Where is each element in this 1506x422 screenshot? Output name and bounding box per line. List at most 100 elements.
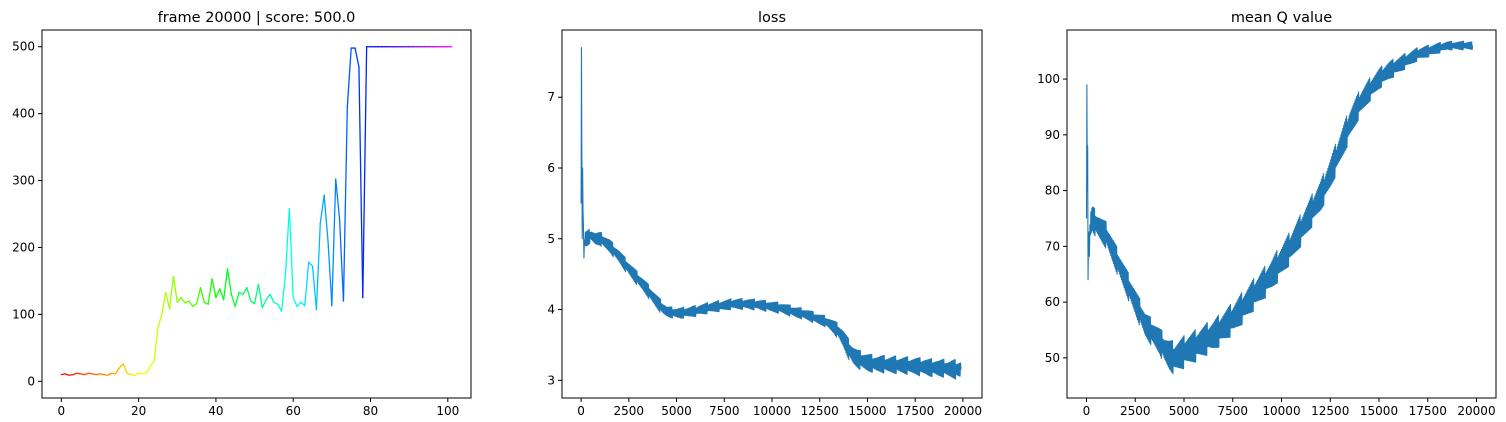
score-line-segment xyxy=(315,222,321,311)
loss-series-line xyxy=(580,47,962,380)
score-line-segment xyxy=(87,372,93,375)
score-line-segment xyxy=(126,372,132,376)
score-line-segment xyxy=(203,301,209,305)
score-line-segment xyxy=(122,363,128,374)
score-line-segment xyxy=(304,261,310,307)
loss-x-tick-label: 2500 xyxy=(614,404,645,418)
score-y-tick-label: 300 xyxy=(12,174,35,188)
mean-q-x-tick-label: 20000 xyxy=(1457,404,1495,418)
score-x-tick-label: 80 xyxy=(363,404,378,418)
loss-x-tick-label: 7500 xyxy=(709,404,740,418)
score-line-segment xyxy=(145,365,151,374)
loss-x-tick-label: 10000 xyxy=(753,404,791,418)
score-line-segment xyxy=(110,372,117,375)
score-line-segment xyxy=(288,207,294,299)
mean-q-x-tick-label: 17500 xyxy=(1409,404,1447,418)
mean-q-x-tick-label: 15000 xyxy=(1360,404,1398,418)
score-y-tick-label: 500 xyxy=(12,40,35,54)
score-line-segment xyxy=(118,363,124,369)
score-x-tick-label: 100 xyxy=(436,404,459,418)
score-line-segment xyxy=(323,194,329,242)
score-x-tick-label: 60 xyxy=(286,404,301,418)
loss-y-tick-label: 5 xyxy=(547,232,555,246)
score-line-segment xyxy=(292,296,298,307)
score-line-segment xyxy=(342,106,348,302)
score-line-segment xyxy=(358,66,364,299)
mean-q-y-tick-label: 50 xyxy=(1045,351,1060,365)
score-y-tick-label: 100 xyxy=(12,307,35,321)
score-line-segment xyxy=(79,373,86,376)
score-line-segment xyxy=(157,313,163,329)
loss-x-tick-label: 17500 xyxy=(896,404,934,418)
score-x-tick-label: 40 xyxy=(208,404,223,418)
loss-x-tick-label: 0 xyxy=(577,404,585,418)
score-line-segment xyxy=(331,178,337,307)
score-panel: frame 20000 | score: 500.0 0 20 40 60 80 100 0 1… xyxy=(12,10,472,418)
loss-x-tick-label: 12500 xyxy=(801,404,839,418)
mean-q-chart-title: mean Q value xyxy=(1231,10,1332,26)
mean-q-x-tick-label: 12500 xyxy=(1311,404,1349,418)
score-line-segment xyxy=(172,275,178,303)
score-line-segment xyxy=(207,278,213,305)
score-line-segment xyxy=(64,373,70,376)
score-line-segment xyxy=(261,298,267,309)
mean-q-axes-frame xyxy=(1066,29,1497,399)
score-line-segment xyxy=(335,178,341,221)
mean-q-x-tick-label: 0 xyxy=(1083,404,1091,418)
score-line-segment xyxy=(176,296,182,303)
score-line-segment xyxy=(107,372,113,376)
score-line-segment xyxy=(222,268,229,301)
score-axes-frame xyxy=(41,29,472,399)
loss-x-tick-label: 15000 xyxy=(848,404,886,418)
score-line-segment xyxy=(265,293,271,301)
mean-q-y-tick-label: 100 xyxy=(1037,72,1060,86)
score-line-segment xyxy=(250,300,256,305)
loss-chart-title: loss xyxy=(758,10,786,26)
mean-q-y-tick-label: 90 xyxy=(1045,128,1060,142)
mean-q-panel: mean Q value 0 2500 5000 7500 10000 12500 15000… xyxy=(1037,10,1497,418)
score-line-segment xyxy=(319,194,325,225)
score-line-segment xyxy=(269,293,275,303)
score-line-segment xyxy=(192,303,198,307)
mean-q-x-tick-label: 5000 xyxy=(1169,404,1200,418)
score-line-segment xyxy=(161,291,167,316)
score-x-tick-label: 20 xyxy=(131,404,146,418)
score-line-segment xyxy=(149,360,155,368)
score-y-tick-label: 0 xyxy=(27,374,35,388)
score-line-segment xyxy=(257,283,263,309)
score-line-segment xyxy=(308,261,314,267)
score-line-segment xyxy=(311,265,318,311)
score-y-tick-label: 200 xyxy=(12,240,35,254)
score-line-segment xyxy=(362,46,368,299)
score-line-segment xyxy=(280,273,287,312)
score-line-segment xyxy=(300,301,306,307)
score-line-segment xyxy=(180,296,186,304)
loss-x-tick-label: 20000 xyxy=(944,404,982,418)
score-line-segment xyxy=(68,373,74,376)
mean-q-y-tick-label: 70 xyxy=(1045,239,1060,253)
loss-panel: loss 0 2500 5000 7500 10000 12500 15000 17500 200… xyxy=(547,10,983,418)
score-line-segment xyxy=(346,47,352,108)
mean-q-y-tick-label: 60 xyxy=(1045,295,1060,309)
mean-q-series-line xyxy=(1085,40,1474,375)
loss-axes-frame xyxy=(561,29,983,399)
score-line-segment xyxy=(188,300,194,307)
score-line-segment xyxy=(114,367,120,375)
score-line-segment xyxy=(99,373,105,376)
score-line-segment xyxy=(83,372,90,376)
score-line-segment xyxy=(103,373,109,376)
mean-q-x-tick-label: 2500 xyxy=(1120,404,1151,418)
score-line-segment xyxy=(296,301,302,307)
score-line-segment xyxy=(230,293,236,307)
loss-y-tick-label: 6 xyxy=(547,161,555,175)
score-line-segment xyxy=(134,372,140,376)
score-line-segment xyxy=(141,371,148,375)
score-line-segment xyxy=(338,218,345,302)
score-line-segment xyxy=(91,373,97,376)
score-line-segment xyxy=(354,47,360,68)
score-line-segment xyxy=(253,283,260,305)
mean-q-x-tick-label: 7500 xyxy=(1217,404,1248,418)
score-line-segment xyxy=(327,240,333,307)
score-line-segment xyxy=(184,300,190,304)
